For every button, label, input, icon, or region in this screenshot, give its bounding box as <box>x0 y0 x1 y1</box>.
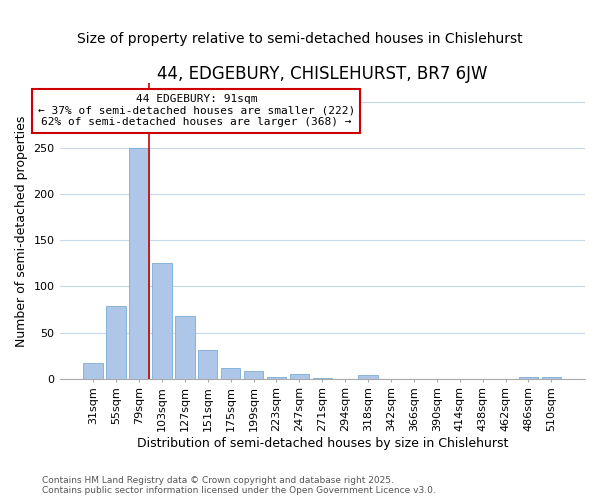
Bar <box>267 377 286 378</box>
Bar <box>519 377 538 378</box>
Bar <box>198 350 217 378</box>
X-axis label: Distribution of semi-detached houses by size in Chislehurst: Distribution of semi-detached houses by … <box>137 437 508 450</box>
Text: Size of property relative to semi-detached houses in Chislehurst: Size of property relative to semi-detach… <box>77 32 523 46</box>
Bar <box>358 375 378 378</box>
Bar <box>83 363 103 378</box>
Title: 44, EDGEBURY, CHISLEHURST, BR7 6JW: 44, EDGEBURY, CHISLEHURST, BR7 6JW <box>157 65 488 83</box>
Bar <box>129 148 149 378</box>
Bar <box>152 263 172 378</box>
Text: Contains HM Land Registry data © Crown copyright and database right 2025.
Contai: Contains HM Land Registry data © Crown c… <box>42 476 436 495</box>
Bar <box>542 377 561 378</box>
Bar <box>221 368 241 378</box>
Y-axis label: Number of semi-detached properties: Number of semi-detached properties <box>15 115 28 346</box>
Bar <box>244 372 263 378</box>
Bar <box>175 316 194 378</box>
Bar <box>106 306 126 378</box>
Bar <box>290 374 309 378</box>
Text: 44 EDGEBURY: 91sqm
← 37% of semi-detached houses are smaller (222)
62% of semi-d: 44 EDGEBURY: 91sqm ← 37% of semi-detache… <box>38 94 355 128</box>
